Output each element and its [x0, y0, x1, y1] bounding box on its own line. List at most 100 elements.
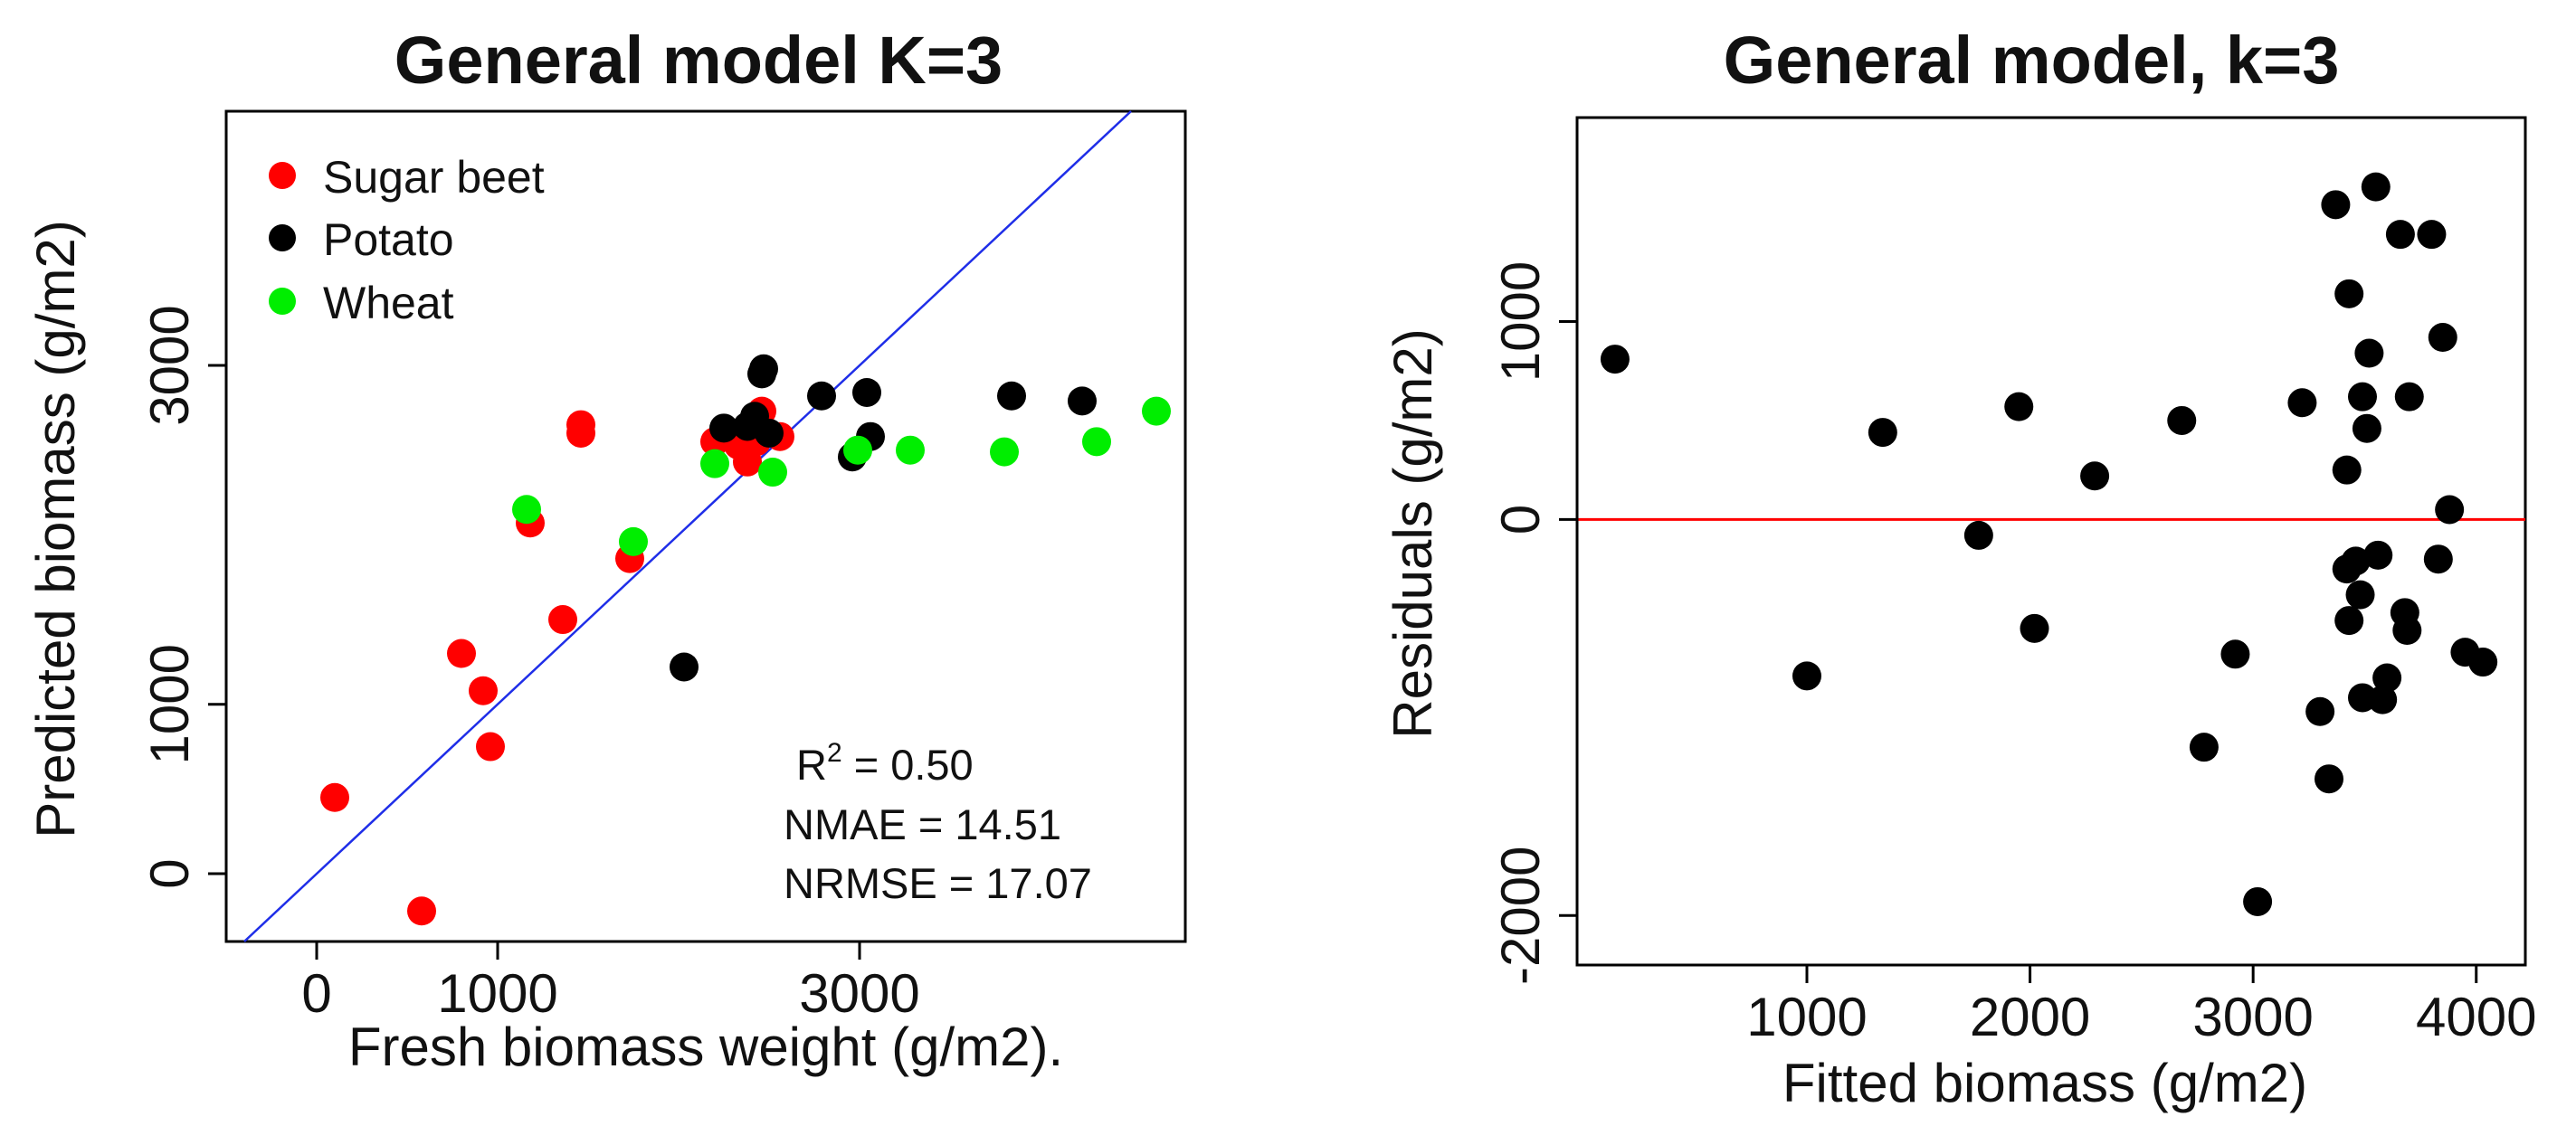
- left-y-axis: 0 1000 3000: [139, 305, 228, 889]
- predicted-vs-fresh-chart: General model K=3 0 1000 3000 0 1000 3000 Fr…: [25, 23, 1187, 1077]
- right-point-residuals: [2361, 172, 2391, 202]
- right-point-residuals: [2321, 190, 2351, 220]
- left-y-tick-label: 1000: [139, 644, 200, 764]
- right-point-residuals: [2394, 382, 2424, 412]
- left-point-sugar-beet: [476, 732, 505, 762]
- right-point-residuals: [2020, 613, 2049, 643]
- left-point-wheat: [512, 495, 541, 525]
- left-point-wheat: [990, 437, 1019, 467]
- right-point-residuals: [2368, 685, 2398, 714]
- right-point-residuals: [2345, 580, 2375, 610]
- right-point-residuals: [2428, 323, 2457, 353]
- right-point-residuals: [2354, 338, 2384, 368]
- left-point-potato: [807, 381, 836, 411]
- legend-marker-wheat: [269, 288, 296, 315]
- right-point-residuals: [2080, 461, 2110, 491]
- right-point-residuals: [2167, 405, 2197, 435]
- left-x-tick-label: 1000: [437, 963, 557, 1024]
- left-point-wheat: [1142, 396, 1171, 426]
- left-x-axis-label: Fresh biomass weight (g/m2).: [348, 1017, 1063, 1077]
- right-point-residuals: [2417, 220, 2447, 250]
- legend-label-wheat: Wheat: [323, 278, 454, 328]
- right-point-residuals: [2332, 455, 2362, 485]
- left-point-wheat: [1082, 427, 1111, 457]
- right-point-residuals: [2385, 220, 2415, 250]
- left-point-potato: [670, 652, 699, 682]
- right-point-residuals: [2334, 279, 2364, 308]
- right-point-residuals: [2243, 886, 2273, 916]
- r-squared-annotation: R2 = 0.50: [796, 738, 974, 789]
- right-point-residuals: [2305, 696, 2335, 726]
- left-point-sugar-beet: [320, 782, 349, 812]
- left-x-axis: 0 1000 3000: [301, 940, 920, 1024]
- left-data-points: [320, 354, 1171, 926]
- right-plot-frame: [1575, 116, 2527, 967]
- right-point-residuals: [2315, 764, 2344, 794]
- right-x-tick-label: 3000: [2192, 987, 2313, 1047]
- right-point-residuals: [1600, 345, 1630, 374]
- left-point-sugar-beet: [469, 676, 498, 705]
- left-point-sugar-beet: [447, 639, 476, 668]
- right-point-residuals: [1963, 520, 1993, 550]
- right-point-residuals: [2392, 616, 2422, 646]
- right-point-residuals: [2352, 413, 2381, 443]
- right-point-residuals: [2372, 663, 2402, 693]
- left-point-wheat: [619, 526, 648, 556]
- legend-marker-potato: [269, 224, 296, 251]
- right-y-axis: -2000 0 1000: [1490, 261, 1579, 985]
- left-point-potato: [755, 418, 784, 448]
- left-point-sugar-beet: [548, 605, 577, 635]
- nrmse-annotation: NRMSE = 17.07: [784, 859, 1092, 907]
- right-point-residuals: [2220, 639, 2250, 669]
- left-point-potato: [1068, 386, 1097, 416]
- right-point-residuals: [2347, 382, 2377, 412]
- right-x-axis: 1000 2000 3000 4000: [1746, 963, 2536, 1047]
- left-x-tick-label: 0: [301, 963, 331, 1024]
- fit-statistics: R2 = 0.50 NMAE = 14.51 NRMSE = 17.07: [784, 738, 1092, 907]
- right-point-residuals: [1792, 661, 1821, 691]
- right-point-residuals: [2334, 606, 2364, 636]
- right-y-tick-label: -2000: [1490, 847, 1551, 985]
- right-data-points: [1600, 172, 2498, 916]
- left-y-axis-label: Predicted biomass (g/m2): [25, 220, 86, 838]
- nmae-annotation: NMAE = 14.51: [784, 800, 1061, 848]
- right-x-tick-label: 1000: [1746, 987, 1867, 1047]
- right-y-tick-label: 1000: [1490, 261, 1551, 382]
- right-y-tick-label: 0: [1490, 505, 1551, 535]
- left-point-wheat: [843, 435, 872, 465]
- right-point-residuals: [2468, 648, 2498, 677]
- left-point-potato: [709, 413, 738, 443]
- left-point-potato: [997, 381, 1026, 411]
- left-point-potato: [749, 354, 778, 383]
- left-point-sugar-beet: [407, 896, 436, 926]
- right-x-tick-label: 2000: [1970, 987, 2090, 1047]
- right-point-residuals: [1868, 418, 1897, 448]
- left-point-wheat: [896, 435, 925, 465]
- left-point-potato: [852, 377, 881, 407]
- residuals-vs-fitted-chart: General model, k=3 1000 2000 3000 4000 -200…: [1383, 23, 2536, 1113]
- right-point-residuals: [2287, 388, 2317, 418]
- right-point-residuals: [2341, 546, 2371, 576]
- one-to-one-line: [243, 110, 1132, 942]
- right-y-axis-label: Residuals (g/m2): [1383, 328, 1443, 739]
- left-point-wheat: [758, 458, 787, 487]
- left-y-tick-label: 0: [139, 858, 200, 888]
- right-chart-title: General model, k=3: [1724, 23, 2340, 98]
- legend: Sugar beet Potato Wheat: [269, 152, 545, 328]
- right-point-residuals: [2363, 540, 2393, 570]
- left-y-tick-label: 3000: [139, 305, 200, 425]
- right-point-residuals: [2189, 733, 2219, 762]
- left-chart-title: General model K=3: [394, 23, 1003, 98]
- right-point-residuals: [2423, 544, 2453, 574]
- legend-label-sugar-beet: Sugar beet: [323, 152, 545, 203]
- left-x-tick-label: 3000: [799, 963, 919, 1024]
- right-point-residuals: [2004, 392, 2034, 421]
- right-point-residuals: [2435, 495, 2465, 525]
- left-point-wheat: [700, 449, 729, 478]
- right-x-tick-label: 4000: [2416, 987, 2536, 1047]
- legend-label-potato: Potato: [323, 214, 454, 265]
- legend-marker-sugar-beet: [269, 162, 296, 189]
- right-x-axis-label: Fitted biomass (g/m2): [1782, 1053, 2307, 1113]
- left-point-sugar-beet: [566, 410, 595, 440]
